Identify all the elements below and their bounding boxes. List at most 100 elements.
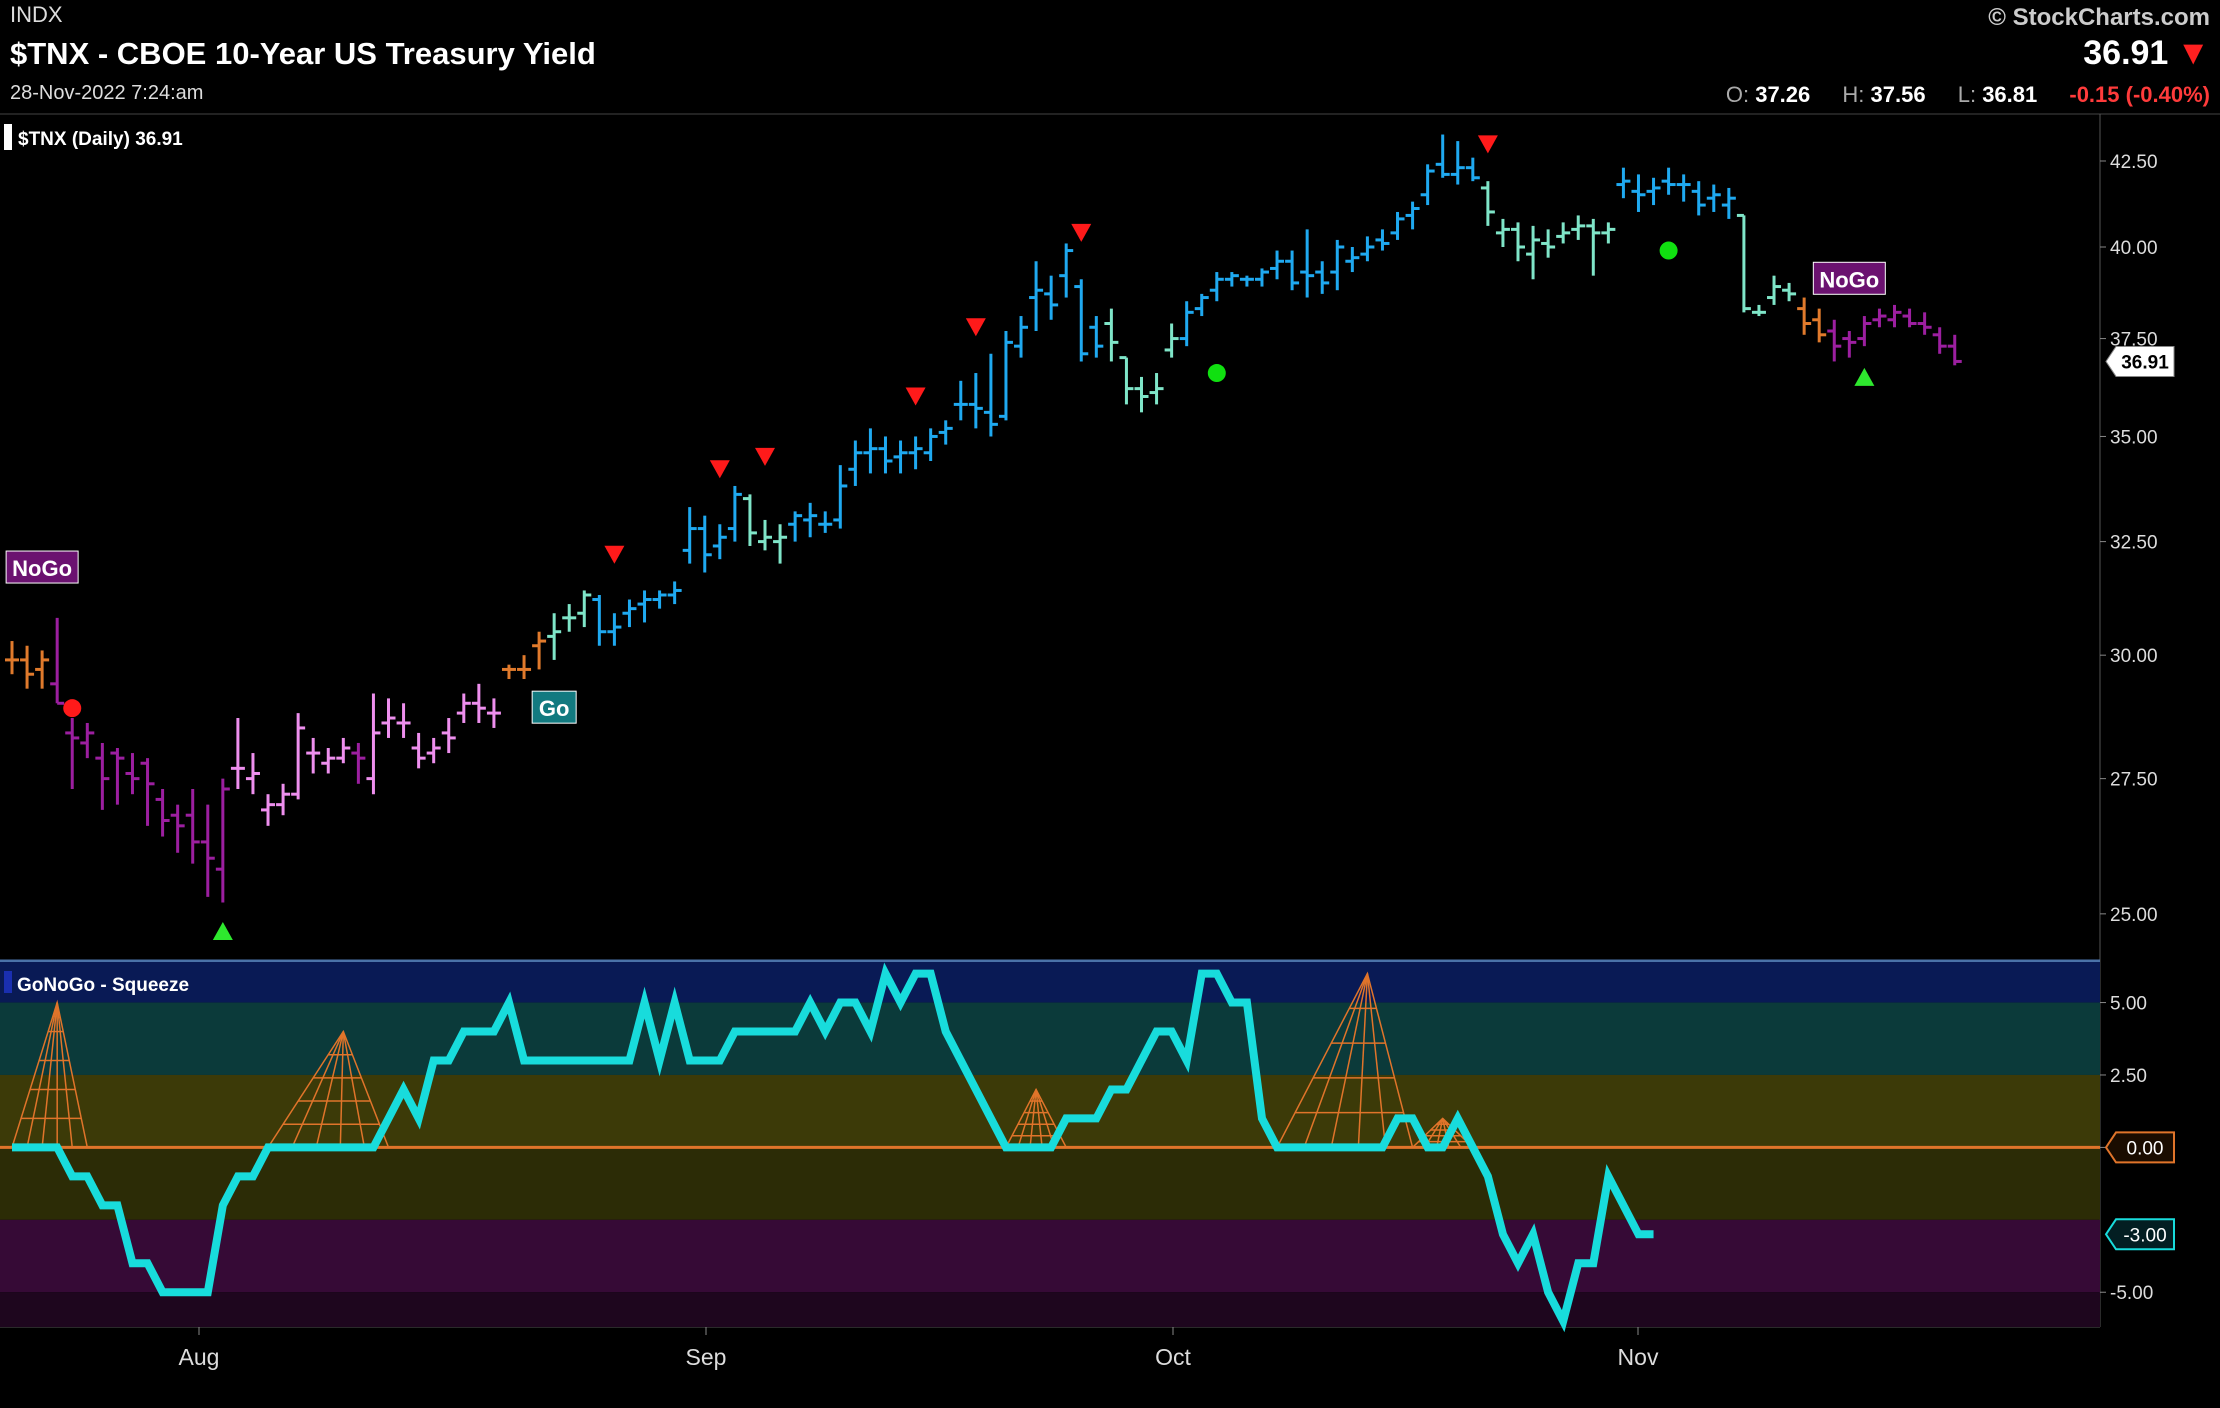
ohlc-bar xyxy=(411,732,426,769)
ohlc-bar xyxy=(80,722,95,759)
high-label: H: xyxy=(1842,82,1865,107)
ohlc-bar xyxy=(652,590,667,609)
x-tick-label: Sep xyxy=(686,1344,727,1370)
ohlc-bar xyxy=(185,788,200,864)
x-tick-label: Nov xyxy=(1618,1344,1659,1370)
squeeze-cone xyxy=(11,999,89,1148)
ohlc-bar xyxy=(441,718,456,754)
ohlc-bar xyxy=(486,698,501,728)
oscillator-line xyxy=(12,962,1654,1333)
ohlc-bar xyxy=(170,804,185,853)
ohlc-bar xyxy=(1285,250,1300,291)
ohlc-bar xyxy=(908,436,923,470)
ohlc-bar xyxy=(1736,213,1751,313)
ohlc-bar xyxy=(426,737,441,764)
squeeze-grid xyxy=(1357,973,1369,1148)
y-tick-label: 37.50 xyxy=(2110,330,2158,351)
ohlc-bar xyxy=(1571,215,1586,240)
stockcharts-logo[interactable]: © StockCharts.com xyxy=(1988,4,2210,31)
squeeze-grid xyxy=(41,1002,58,1148)
ohlc-bar xyxy=(1360,236,1375,262)
ohlc-bar xyxy=(1857,316,1872,347)
ohlc-bar xyxy=(1435,134,1450,178)
ohlc-bar xyxy=(1526,225,1541,280)
ohlc-bar xyxy=(200,804,215,897)
ohlc-bar xyxy=(1646,177,1661,206)
ohlc-bar xyxy=(1254,268,1269,287)
ohlc-bar xyxy=(20,645,35,689)
ohlc-bar xyxy=(682,507,697,564)
down-triangle-marker xyxy=(965,318,986,337)
entry-dot xyxy=(1207,364,1226,383)
zero-badge: 0.00 xyxy=(2127,1138,2164,1159)
up-triangle-marker xyxy=(212,921,233,940)
ohlc-bar xyxy=(818,511,833,533)
ohlc-bar xyxy=(1887,304,1902,328)
ohlc-bar xyxy=(1149,373,1164,405)
ohlc-bar xyxy=(471,683,486,723)
ohlc-bar xyxy=(396,703,411,738)
ohlc-bar xyxy=(1601,222,1616,244)
ohlc-bar xyxy=(1932,327,1947,354)
squeeze-grid xyxy=(291,1031,345,1148)
ohlc-bar xyxy=(562,604,577,632)
oscillator-panel: GoNoGo - Squeeze xyxy=(0,962,2100,1333)
ohlc-bar xyxy=(1691,181,1706,216)
oscillator-band xyxy=(0,1002,2100,1075)
ohlc-bar xyxy=(291,713,306,800)
ohlc-bar xyxy=(1450,141,1465,185)
ohlc-bar xyxy=(245,753,260,795)
down-triangle-marker xyxy=(1477,135,1498,154)
squeeze-grid xyxy=(342,1031,366,1148)
squeeze-grid xyxy=(1035,1089,1055,1148)
ohlc-bar xyxy=(501,664,516,680)
ohlc-bar xyxy=(968,373,983,429)
ohlc-bar xyxy=(758,519,772,551)
oscillator-band xyxy=(0,962,2100,1003)
ohlc-bar xyxy=(607,613,622,646)
ohlc-bar xyxy=(727,485,742,542)
ohlc-bar xyxy=(1872,308,1887,328)
ohlc-bar xyxy=(923,428,938,461)
ohlc-bar xyxy=(110,748,125,805)
last-price-badge-box xyxy=(2105,345,2175,377)
oscillator-legend-swatch xyxy=(4,971,12,993)
oscillator-tick-label: 5.00 xyxy=(2110,994,2147,1015)
ohlc-bar xyxy=(547,613,562,660)
entry-dot xyxy=(1659,241,1678,260)
ohlc-bar xyxy=(848,440,863,486)
low-value: 36.81 xyxy=(1982,82,2038,107)
ohlc-bar xyxy=(742,494,757,546)
oscillator-band xyxy=(0,1219,2100,1293)
down-triangle-marker xyxy=(755,447,775,466)
ohlc-bar xyxy=(1119,356,1134,405)
ohlc-bar xyxy=(1721,187,1736,219)
ohlc-bar xyxy=(1541,229,1556,258)
ohlc-bar xyxy=(306,737,321,774)
regime-label: NoGo xyxy=(1819,267,1879,292)
y-tick-label: 30.00 xyxy=(2110,646,2158,667)
y-tick-label: 42.50 xyxy=(2110,152,2158,173)
ohlc-bar xyxy=(381,698,396,738)
squeeze-cone xyxy=(1005,1087,1067,1148)
ohlc-bar xyxy=(1947,334,1962,366)
up-triangle-marker xyxy=(1854,367,1875,386)
down-arrow-icon: ▼ xyxy=(2176,34,2210,72)
open-value: 37.26 xyxy=(1755,82,1811,107)
oscillator-title: GoNoGo - Squeeze xyxy=(17,975,189,996)
ohlc-bar xyxy=(712,524,727,560)
ohlc-bar xyxy=(65,718,80,789)
ohlc-bar xyxy=(276,783,291,816)
ohlc-bar xyxy=(1511,222,1525,262)
price-legend: $TNX (Daily) 36.91 xyxy=(18,129,183,150)
down-triangle-marker xyxy=(1071,223,1092,242)
last-price-badge: 36.91 xyxy=(2121,352,2169,373)
ohlc-bar xyxy=(1827,319,1842,362)
y-tick-label: 25.00 xyxy=(2110,905,2158,926)
y-tick-label: 32.50 xyxy=(2110,533,2158,554)
regime-label-box xyxy=(1812,261,1886,295)
regime-label: NoGo xyxy=(12,556,72,581)
ohlc-bar xyxy=(1390,211,1405,240)
ohlc-bar xyxy=(803,502,818,538)
